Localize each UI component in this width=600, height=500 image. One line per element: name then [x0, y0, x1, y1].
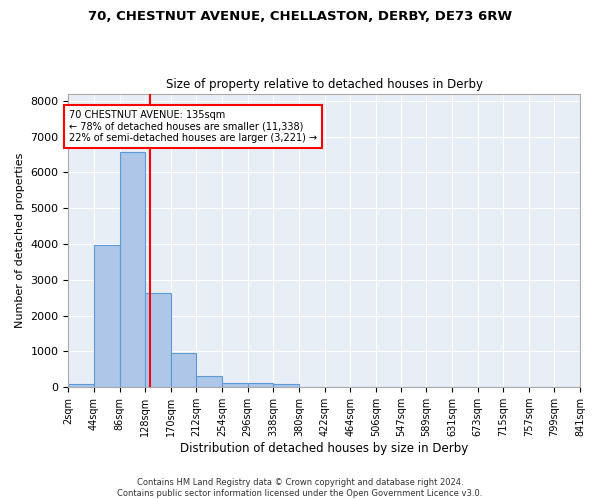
Text: Contains HM Land Registry data © Crown copyright and database right 2024.
Contai: Contains HM Land Registry data © Crown c…: [118, 478, 482, 498]
Bar: [68, 384, 94, 387]
Bar: [171, 353, 196, 387]
Y-axis label: Number of detached properties: Number of detached properties: [15, 152, 25, 328]
Title: Size of property relative to detached houses in Derby: Size of property relative to detached ho…: [166, 78, 483, 91]
Bar: [273, 384, 299, 387]
Bar: [145, 294, 171, 387]
Bar: [248, 384, 273, 387]
Text: 70, CHESTNUT AVENUE, CHELLASTON, DERBY, DE73 6RW: 70, CHESTNUT AVENUE, CHELLASTON, DERBY, …: [88, 10, 512, 23]
Bar: [222, 382, 248, 387]
Bar: [119, 152, 145, 387]
Text: 70 CHESTNUT AVENUE: 135sqm
← 78% of detached houses are smaller (11,338)
22% of : 70 CHESTNUT AVENUE: 135sqm ← 78% of deta…: [69, 110, 317, 143]
Bar: [196, 376, 222, 387]
X-axis label: Distribution of detached houses by size in Derby: Distribution of detached houses by size …: [180, 442, 469, 455]
Bar: [94, 244, 119, 387]
